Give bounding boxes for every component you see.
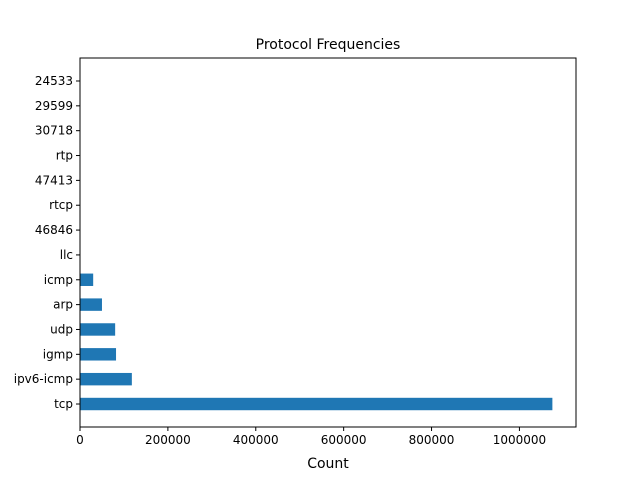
y-tick-label: 47413	[35, 173, 73, 187]
y-tick-label: udp	[50, 322, 73, 336]
x-tick-label: 600000	[321, 433, 367, 447]
chart-title: Protocol Frequencies	[256, 37, 401, 53]
x-axis-label: Count	[307, 456, 349, 472]
y-tick-label: arp	[53, 298, 73, 312]
x-axis-ticks: 0 200000 400000 600000 800000 1000000	[76, 427, 546, 447]
bar-arp	[80, 298, 102, 311]
plot-frame	[79, 57, 577, 428]
bar-udp	[80, 323, 116, 336]
x-tick-label: 0	[76, 433, 84, 447]
bar-ipv6-icmp	[80, 372, 132, 386]
x-tick-label: 400000	[233, 433, 279, 447]
y-tick-label: icmp	[44, 273, 73, 287]
y-axis-ticks: tcp ipv6-icmp igmp udp arp icmp llc 46846 rtcp 47…	[14, 74, 80, 411]
x-tick-label: 1000000	[493, 433, 546, 447]
y-tick-label: ipv6-icmp	[14, 372, 73, 386]
y-tick-label: 24533	[35, 74, 73, 88]
bars-group	[80, 74, 553, 411]
y-tick-label: 46846	[35, 223, 73, 237]
bar-igmp	[80, 348, 117, 361]
bar-icmp	[80, 273, 94, 286]
y-tick-label: 29599	[35, 99, 73, 113]
bar-tcp	[80, 397, 553, 411]
x-tick-label: 200000	[145, 433, 191, 447]
y-tick-label: tcp	[54, 397, 73, 411]
x-tick-label: 800000	[409, 433, 455, 447]
y-tick-label: llc	[60, 248, 73, 262]
y-tick-label: igmp	[43, 347, 73, 361]
y-tick-label: rtcp	[49, 198, 73, 212]
y-tick-label: rtp	[56, 149, 73, 163]
y-tick-label: 30718	[35, 124, 73, 138]
